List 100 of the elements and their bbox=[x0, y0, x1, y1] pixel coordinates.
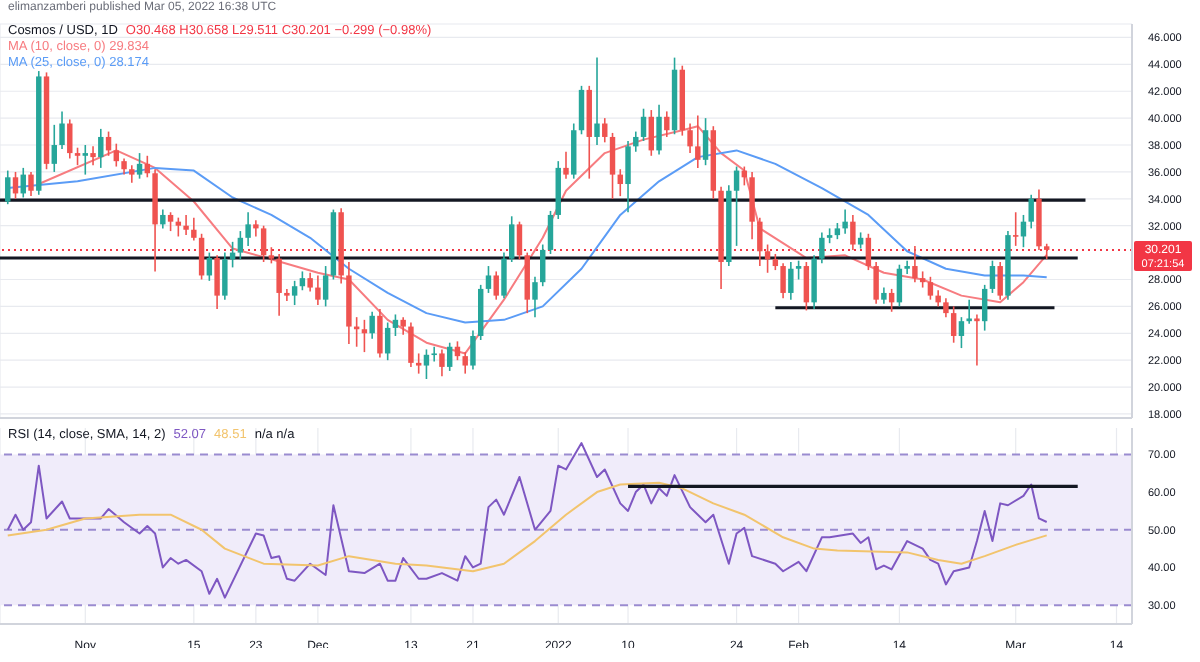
candlestick bbox=[912, 245, 918, 283]
candlestick bbox=[485, 265, 492, 294]
candlestick bbox=[415, 352, 422, 375]
line-series bbox=[6, 481, 1048, 573]
candlestick bbox=[12, 171, 19, 200]
candlestick bbox=[609, 132, 616, 200]
candlestick bbox=[516, 220, 523, 261]
candlestick bbox=[540, 243, 546, 288]
candlestick bbox=[260, 224, 267, 263]
candlestick bbox=[702, 117, 709, 166]
candlestick bbox=[98, 128, 104, 169]
candlestick bbox=[687, 122, 693, 154]
candlestick bbox=[640, 107, 647, 142]
candlestick bbox=[284, 288, 290, 302]
candlestick bbox=[509, 215, 515, 263]
candlestick bbox=[51, 124, 57, 173]
candlestick bbox=[896, 263, 903, 308]
line-series bbox=[37, 125, 1048, 355]
candlestick bbox=[431, 345, 437, 363]
candlestick bbox=[695, 114, 701, 169]
candlestick bbox=[439, 348, 445, 378]
candlestick bbox=[927, 276, 934, 301]
candlestick bbox=[749, 171, 755, 240]
candlestick bbox=[253, 219, 259, 238]
candlestick bbox=[1028, 193, 1034, 230]
candlestick bbox=[625, 140, 631, 214]
candlestick bbox=[245, 211, 251, 247]
candlestick bbox=[788, 261, 794, 301]
candlestick bbox=[67, 118, 73, 160]
candlestick bbox=[191, 216, 197, 242]
candlestick bbox=[571, 122, 577, 180]
candlestick bbox=[958, 316, 965, 349]
candlestick bbox=[865, 232, 872, 271]
candlestick bbox=[555, 160, 561, 220]
candlestick bbox=[384, 321, 391, 361]
candlestick bbox=[160, 208, 166, 230]
candlestick bbox=[361, 319, 368, 353]
candlestick bbox=[811, 254, 817, 310]
candlestick bbox=[237, 230, 244, 261]
candlestick bbox=[222, 251, 228, 301]
candlestick bbox=[850, 214, 856, 251]
candlestick bbox=[842, 208, 848, 235]
candlestick bbox=[586, 85, 592, 180]
candlestick bbox=[446, 341, 453, 372]
candlestick bbox=[214, 254, 220, 310]
candlestick bbox=[423, 348, 430, 380]
candlestick bbox=[997, 261, 1003, 301]
candlestick bbox=[1036, 188, 1042, 251]
candlestick bbox=[819, 231, 825, 265]
candlestick bbox=[175, 216, 182, 238]
candlestick bbox=[795, 259, 802, 281]
candlestick bbox=[90, 145, 96, 166]
candlestick bbox=[981, 284, 988, 332]
candlestick bbox=[594, 56, 600, 146]
line-series bbox=[6, 442, 1048, 599]
line-series bbox=[6, 149, 1048, 324]
candlestick bbox=[648, 109, 654, 157]
candlestick bbox=[167, 211, 174, 232]
candlestick bbox=[392, 313, 399, 337]
candlestick bbox=[563, 150, 569, 180]
candlestick bbox=[966, 298, 972, 325]
candlestick bbox=[803, 261, 810, 312]
candlestick bbox=[462, 351, 468, 375]
candlestick bbox=[59, 110, 65, 150]
candlestick bbox=[501, 251, 507, 300]
candlestick bbox=[470, 329, 476, 371]
candlestick bbox=[904, 259, 910, 275]
candlestick bbox=[873, 261, 879, 305]
candlestick bbox=[1012, 211, 1019, 247]
candlestick bbox=[578, 85, 585, 136]
candlestick bbox=[276, 253, 282, 317]
candlestick bbox=[780, 262, 786, 300]
candlestick bbox=[82, 144, 88, 176]
candlestick bbox=[5, 169, 11, 205]
candlestick bbox=[532, 276, 538, 318]
candlestick bbox=[943, 297, 949, 318]
candlestick bbox=[664, 110, 670, 138]
candlestick bbox=[733, 165, 740, 247]
candlestick bbox=[478, 284, 484, 341]
candlestick bbox=[377, 308, 383, 359]
candlestick bbox=[315, 274, 321, 306]
candlestick bbox=[322, 265, 329, 308]
candlestick bbox=[547, 210, 554, 255]
candlestick bbox=[28, 171, 34, 197]
candlestick bbox=[136, 152, 143, 180]
candlestick bbox=[757, 216, 763, 267]
candlestick bbox=[408, 321, 414, 368]
candlestick bbox=[369, 310, 375, 340]
candlestick bbox=[656, 103, 662, 156]
candlestick bbox=[183, 214, 189, 236]
candlestick bbox=[493, 270, 499, 301]
candlestick bbox=[307, 271, 313, 293]
candlestick bbox=[198, 232, 205, 281]
candlestick bbox=[974, 313, 980, 367]
candlestick bbox=[291, 280, 298, 306]
candlestick bbox=[989, 259, 996, 294]
candlestick bbox=[299, 270, 306, 292]
candlestick bbox=[764, 243, 771, 274]
candlestick bbox=[113, 142, 120, 168]
candlestick bbox=[950, 305, 957, 344]
